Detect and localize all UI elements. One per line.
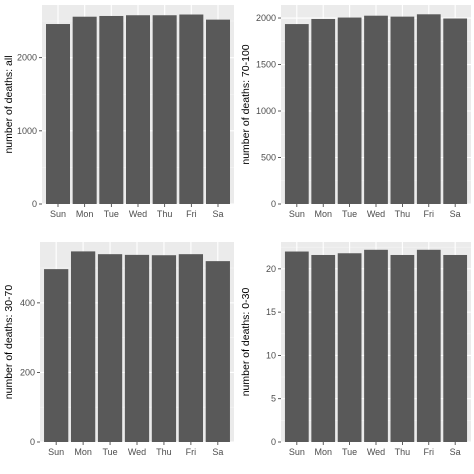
x-tick-label: Sun	[289, 209, 305, 219]
x-tick-label: Mon	[314, 209, 332, 219]
chart-panel-70-100: 0 500 1000 1500 2000 Sun Mon Tue Wed Thu Fri Sa numb…	[240, 5, 471, 219]
x-tick-label: Wed	[129, 209, 147, 219]
bar-wed	[364, 249, 388, 442]
y-axis-title: number of deaths: 0-30	[240, 288, 252, 397]
bar-tue	[337, 17, 362, 204]
x-tick-label: Sun	[50, 209, 66, 219]
bar-thu	[390, 16, 415, 205]
x-tick-label: Sa	[212, 447, 223, 457]
bar-sa	[443, 18, 468, 205]
chart-panel-all: 0 1000 2000 Sun Mon Tue Wed Thu Fri Sa number of d…	[3, 5, 234, 219]
x-tick-label: Mon	[76, 209, 94, 219]
bar-fri	[178, 254, 204, 442]
y-tick-label: 0	[30, 437, 35, 447]
x-tick-label: Sa	[450, 447, 461, 457]
bar-tue	[99, 15, 124, 205]
bar-sun	[284, 251, 309, 442]
bar-mon	[311, 254, 336, 442]
y-axis-title: number of deaths: 30-70	[3, 285, 15, 400]
x-tick-label: Thu	[395, 447, 411, 457]
bar-thu	[152, 15, 177, 205]
x-tick-label: Tue	[102, 447, 117, 457]
y-tick-label: 1500	[256, 60, 276, 70]
y-tick-label: 0	[271, 199, 276, 209]
x-tick-label: Wed	[128, 447, 146, 457]
y-tick-label: 0	[32, 199, 37, 209]
x-tick-label: Thu	[156, 447, 172, 457]
bar-mon	[311, 18, 336, 205]
x-tick-label: Thu	[395, 209, 411, 219]
x-tick-label: Fri	[424, 209, 435, 219]
bar-sa	[206, 19, 230, 204]
y-tick-label: 400	[20, 298, 35, 308]
x-tick-label: Wed	[367, 447, 385, 457]
bar-fri	[416, 14, 441, 204]
y-tick-label: 500	[261, 153, 276, 163]
x-tick-label: Mon	[74, 447, 92, 457]
chart-panel-0-30: 0 5 10 15 20 Sun Mon Tue Wed Thu Fri Sa number of de…	[240, 242, 471, 457]
bar-sa	[443, 254, 468, 442]
bar-wed	[124, 254, 150, 442]
y-tick-label: 2000	[256, 13, 276, 23]
x-tick-label: Sun	[48, 447, 64, 457]
x-tick-label: Wed	[367, 209, 385, 219]
chart-panel-30-70: 0 200 400 Sun Mon Tue Wed Thu Fri Sa number of dea…	[3, 242, 234, 457]
bar-thu	[390, 254, 415, 442]
bar-tue	[97, 254, 123, 442]
x-tick-label: Sa	[212, 209, 223, 219]
x-tick-label: Mon	[314, 447, 332, 457]
x-tick-label: Sun	[289, 447, 305, 457]
bar-wed	[364, 15, 388, 205]
y-tick-label: 2000	[17, 53, 37, 63]
bar-sun	[44, 269, 69, 442]
bar-fri	[179, 14, 204, 204]
x-tick-label: Sa	[450, 209, 461, 219]
y-tick-label: 15	[266, 307, 276, 317]
y-tick-label: 5	[271, 394, 276, 404]
bar-mon	[72, 16, 97, 204]
y-tick-label: 20	[266, 264, 276, 274]
y-tick-label: 0	[271, 437, 276, 447]
bar-sa	[205, 261, 230, 442]
bar-tue	[337, 253, 362, 442]
x-tick-label: Fri	[186, 209, 197, 219]
bar-thu	[151, 255, 177, 442]
x-tick-label: Tue	[342, 447, 357, 457]
y-tick-label: 1000	[256, 106, 276, 116]
y-tick-label: 1000	[17, 126, 37, 136]
bar-fri	[416, 249, 441, 442]
x-tick-label: Tue	[104, 209, 119, 219]
x-tick-label: Fri	[186, 447, 197, 457]
y-axis-title: number of deaths: all	[3, 55, 15, 153]
bar-mon	[70, 251, 96, 442]
x-tick-label: Tue	[342, 209, 357, 219]
bar-wed	[126, 15, 150, 205]
x-tick-label: Thu	[157, 209, 173, 219]
x-tick-label: Fri	[424, 447, 435, 457]
y-tick-label: 200	[20, 367, 35, 377]
bar-sun	[46, 24, 70, 204]
bar-sun	[284, 24, 309, 205]
y-axis-title: number of deaths: 70-100	[240, 44, 252, 164]
y-tick-label: 10	[266, 350, 276, 360]
